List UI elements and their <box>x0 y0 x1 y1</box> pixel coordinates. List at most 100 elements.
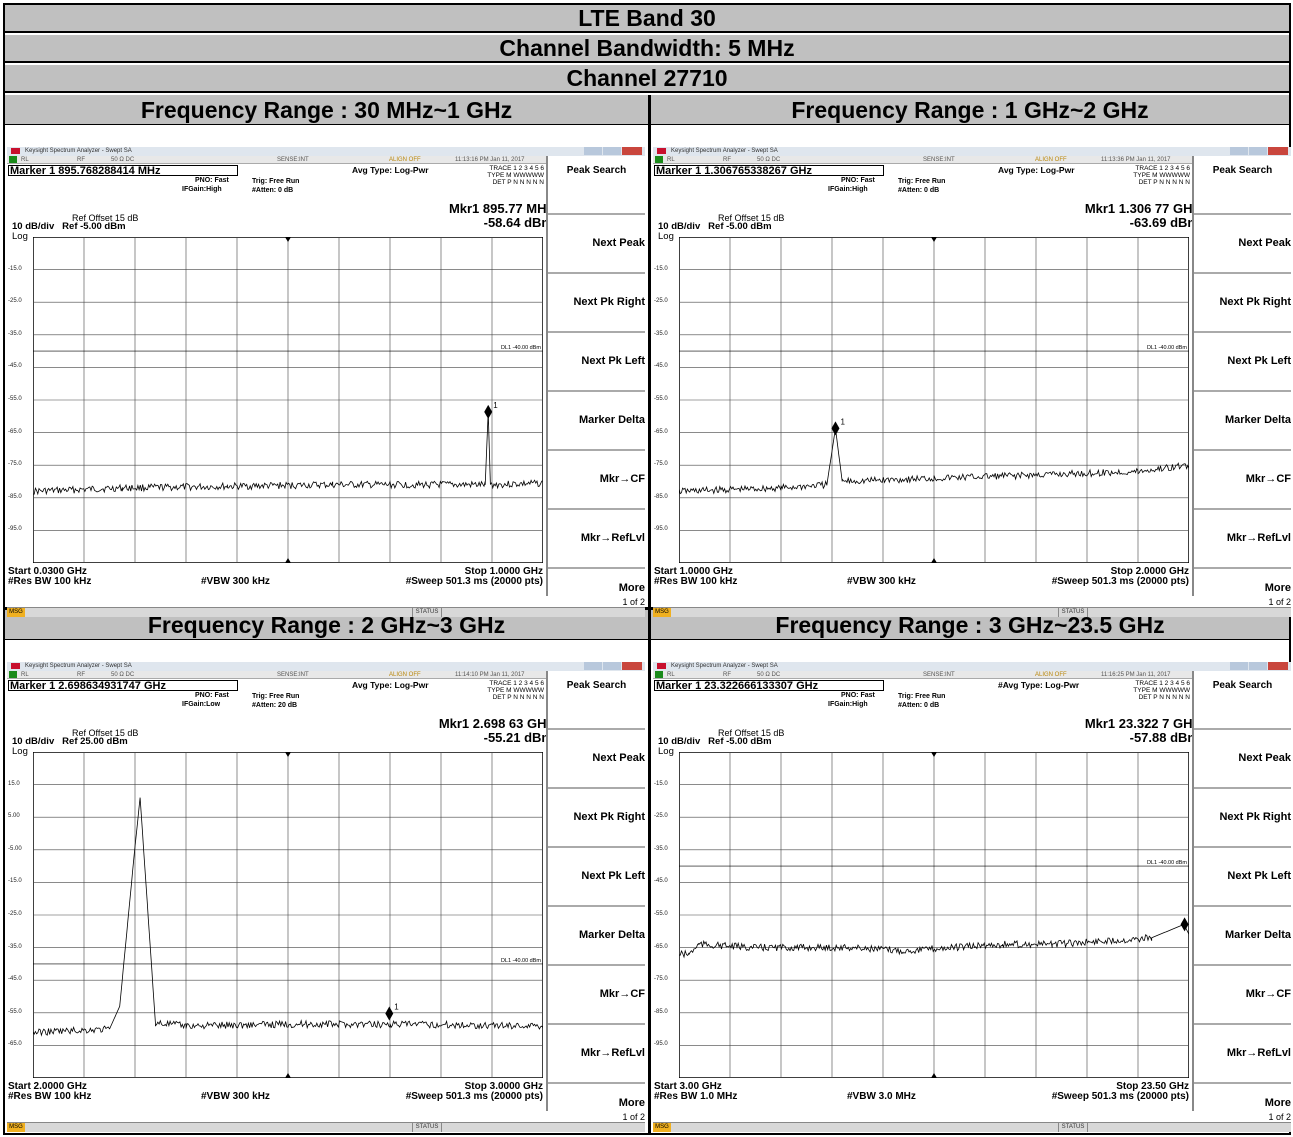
softkey-label: Next Pk Right <box>573 296 645 308</box>
trace-value: 1 2 3 4 5 6 <box>513 680 544 687</box>
y-tick-label: -95.0 <box>8 526 22 533</box>
vbw: #VBW 300 kHz <box>201 576 270 587</box>
status-indicator: STATUS <box>1058 608 1088 617</box>
spectrum-trace <box>33 411 543 496</box>
minimize-button[interactable] <box>1230 662 1248 670</box>
marker-readout[interactable]: Marker 1 2.698634931747 GHz <box>8 680 238 692</box>
display-line-label: DL1 -40.00 dBm <box>501 958 541 964</box>
header-bandwidth: Channel Bandwidth: 5 MHz <box>5 35 1289 63</box>
app-icon <box>11 148 20 154</box>
div-label: 10 dB/div <box>12 736 55 747</box>
softkey-mkr-cf[interactable]: Mkr→CF <box>548 966 645 1025</box>
marker-readout[interactable]: Marker 1 895.768288414 MHz <box>8 165 238 177</box>
ref-level: Ref -5.00 dBm <box>708 736 772 747</box>
softkey-mkr-cf[interactable]: Mkr→CF <box>1194 451 1291 510</box>
det-label: DET <box>1138 179 1152 186</box>
x-logo-icon <box>9 671 17 678</box>
softkey-panel: Peak Search Next Peak Next Pk Right Next Pk… <box>546 156 645 617</box>
softkey-mkr-cf[interactable]: Mkr→CF <box>548 451 645 510</box>
log-label: Log <box>658 746 674 757</box>
softkey-next-pk-right[interactable]: Next Pk Right <box>548 274 645 333</box>
softkey-next-peak[interactable]: Next Peak <box>548 215 645 274</box>
x-logo-icon <box>655 671 663 678</box>
y-tick-label: -55.0 <box>8 396 22 402</box>
y-tick-label: -45.0 <box>8 976 22 983</box>
minimize-button[interactable] <box>1230 147 1248 155</box>
maximize-button[interactable] <box>1249 662 1267 670</box>
softkey-marker-delta[interactable]: Marker Delta <box>548 392 645 451</box>
maximize-button[interactable] <box>603 147 621 155</box>
softkey-label: Next Peak <box>592 752 645 764</box>
minimize-button[interactable] <box>584 662 602 670</box>
center-bottom-marker-icon <box>931 558 937 563</box>
marker-1-diamond-icon[interactable] <box>1180 917 1189 932</box>
rf-label: RF <box>723 157 731 163</box>
msg-indicator: MSG <box>7 608 25 617</box>
message-bar: MSG STATUS <box>7 607 645 617</box>
softkey-next-pk-left[interactable]: Next Pk Left <box>548 848 645 907</box>
softkey-label: Next Pk Left <box>581 870 645 882</box>
window-titlebar: Keysight Spectrum Analyzer - Swept SA <box>653 147 1291 156</box>
det-label: DET <box>492 179 506 186</box>
message-bar: MSG STATUS <box>7 1122 645 1132</box>
y-tick-label: -95.0 <box>654 1041 668 1048</box>
softkey-next-pk-right[interactable]: Next Pk Right <box>1194 274 1291 333</box>
impedance-label: 50 Ω DC <box>757 157 781 163</box>
softkey-next-peak[interactable]: Next Peak <box>1194 730 1291 789</box>
trace-label: TRACE <box>1135 165 1158 172</box>
close-button[interactable] <box>1268 147 1288 155</box>
window-titlebar: Keysight Spectrum Analyzer - Swept SA <box>7 662 645 671</box>
softkey-mkr-reflvl[interactable]: Mkr→RefLvl <box>1194 1025 1291 1084</box>
atten-label: #Atten: 0 dB <box>898 187 940 194</box>
rl-label: RL <box>667 157 675 163</box>
marker-1-diamond-icon[interactable] <box>484 404 493 419</box>
marker-1-diamond-icon[interactable] <box>385 1006 394 1021</box>
type-label: TYPE <box>1133 172 1151 179</box>
y-tick-label: -75.0 <box>654 461 668 468</box>
softkey-peak-search[interactable]: Peak Search <box>548 156 645 215</box>
softkey-label: Marker Delta <box>578 414 645 426</box>
status-indicator: STATUS <box>412 1123 442 1132</box>
marker-1-diamond-icon[interactable] <box>831 421 840 436</box>
y-tick-label: -5.00 <box>8 845 22 852</box>
marker-readout[interactable]: Marker 1 1.306765338267 GHz <box>654 165 884 177</box>
rf-label: RF <box>723 672 731 678</box>
softkey-marker-delta[interactable]: Marker Delta <box>1194 907 1291 966</box>
softkey-label: Next Pk Left <box>581 355 645 367</box>
close-button[interactable] <box>1268 662 1288 670</box>
vbw: #VBW 300 kHz <box>847 576 916 587</box>
softkey-next-pk-right[interactable]: Next Pk Right <box>1194 789 1291 848</box>
softkey-marker-delta[interactable]: Marker Delta <box>1194 392 1291 451</box>
softkey-marker-delta[interactable]: Marker Delta <box>548 907 645 966</box>
softkey-next-pk-left[interactable]: Next Pk Left <box>548 333 645 392</box>
stop-frequency: Stop 2.0000 GHz <box>1110 566 1189 577</box>
softkey-mkr-cf[interactable]: Mkr→CF <box>1194 966 1291 1025</box>
marker-readout[interactable]: Marker 1 23.322666133307 GHz <box>654 680 884 692</box>
softkey-mkr-reflvl[interactable]: Mkr→RefLvl <box>548 1025 645 1084</box>
pno-label: PNO: Fast <box>195 177 229 184</box>
softkey-next-peak[interactable]: Next Peak <box>548 730 645 789</box>
softkey-label: Mkr→CF <box>599 988 645 1000</box>
softkey-next-pk-left[interactable]: Next Pk Left <box>1194 848 1291 907</box>
softkey-peak-search[interactable]: Peak Search <box>1194 671 1291 730</box>
close-button[interactable] <box>622 147 642 155</box>
softkey-next-pk-right[interactable]: Next Pk Right <box>548 789 645 848</box>
ref-level: Ref 25.00 dBm <box>62 736 128 747</box>
close-button[interactable] <box>622 662 642 670</box>
trace-info: TRACE 1 2 3 4 5 6 TYPE M WWWWW DET P N N… <box>454 680 544 701</box>
softkey-next-pk-left[interactable]: Next Pk Left <box>1194 333 1291 392</box>
column-divider <box>648 95 651 1133</box>
type-value: M WWWWW <box>1152 172 1190 179</box>
det-value: P N N N N N <box>1153 694 1190 701</box>
y-tick-label: 5.00 <box>8 813 20 820</box>
maximize-button[interactable] <box>1249 147 1267 155</box>
softkey-next-peak[interactable]: Next Peak <box>1194 215 1291 274</box>
softkey-mkr-reflvl[interactable]: Mkr→RefLvl <box>1194 510 1291 569</box>
softkey-peak-search[interactable]: Peak Search <box>1194 156 1291 215</box>
maximize-button[interactable] <box>603 662 621 670</box>
softkey-label: Mkr→CF <box>599 473 645 485</box>
pno-label: PNO: Fast <box>841 177 875 184</box>
softkey-mkr-reflvl[interactable]: Mkr→RefLvl <box>548 510 645 569</box>
softkey-peak-search[interactable]: Peak Search <box>548 671 645 730</box>
minimize-button[interactable] <box>584 147 602 155</box>
